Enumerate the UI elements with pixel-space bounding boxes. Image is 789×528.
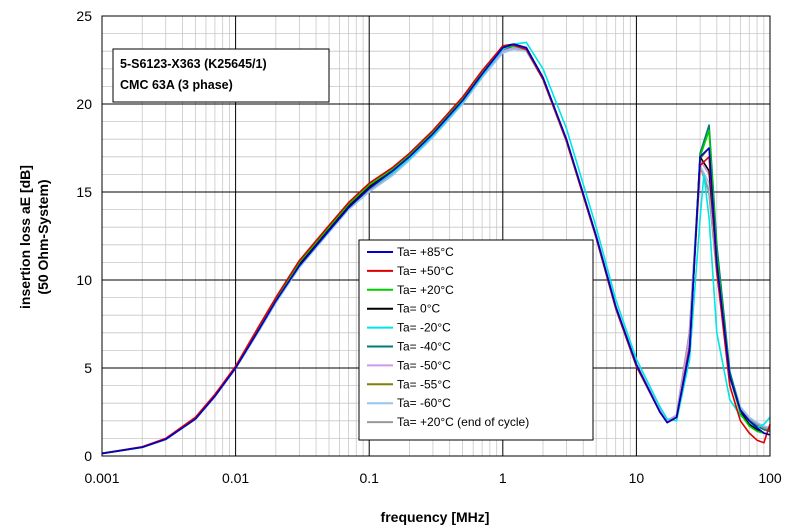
x-tick-label: 100 [758, 470, 782, 486]
legend-entry: Ta= -40°C [397, 340, 451, 354]
legend-entry: Ta= +50°C [397, 264, 454, 278]
title-line-1: 5-S6123-X363 (K25645/1) [120, 57, 267, 71]
y-axis-title-line-2: (50 Ohm-System) [35, 179, 51, 294]
x-axis-title: frequency [MHz] [381, 509, 490, 525]
x-tick-label: 0.01 [222, 470, 249, 486]
legend-entry: Ta= 0°C [397, 302, 440, 316]
legend-entry: Ta= +85°C [397, 245, 454, 259]
y-axis-title: insertion loss aE [dB] (50 Ohm-System) [17, 165, 51, 309]
title-line-2: CMC 63A (3 phase) [120, 78, 233, 92]
legend-entry: Ta= -55°C [397, 377, 451, 391]
x-tick-label: 0.1 [359, 470, 379, 486]
legend: Ta= +85°C Ta= +50°C Ta= +20°C Ta= 0°C Ta= -2… [358, 239, 594, 441]
legend-entry: Ta= +20°C (end of cycle) [397, 415, 529, 429]
y-tick-label: 15 [76, 184, 92, 200]
title-box-frame [112, 48, 330, 103]
x-tick-label: 1 [499, 470, 507, 486]
y-tick-label: 0 [84, 448, 92, 464]
legend-entry: Ta= +20°C [397, 283, 454, 297]
x-tick-labels: 0.001 0.01 0.1 1 10 100 [84, 470, 781, 486]
x-tick-label: 0.001 [84, 470, 119, 486]
plot-frame [101, 15, 771, 457]
legend-entry: Ta= -50°C [397, 358, 451, 372]
y-tick-label: 20 [76, 96, 92, 112]
legend-entry: Ta= -60°C [397, 396, 451, 410]
series-line [101, 43, 771, 455]
x-tick-label: 10 [629, 470, 645, 486]
y-axis-title-line-1: insertion loss aE [dB] [17, 165, 33, 309]
legend-frame [358, 239, 594, 441]
title-box: 5-S6123-X363 (K25645/1) CMC 63A (3 phase… [112, 48, 330, 103]
y-tick-label: 25 [76, 8, 92, 24]
legend-entry: Ta= -20°C [397, 321, 451, 335]
y-tick-labels: 0 5 10 15 20 25 [76, 8, 92, 464]
y-tick-label: 10 [76, 272, 92, 288]
y-tick-label: 5 [84, 360, 92, 376]
series-layer [101, 41, 771, 455]
